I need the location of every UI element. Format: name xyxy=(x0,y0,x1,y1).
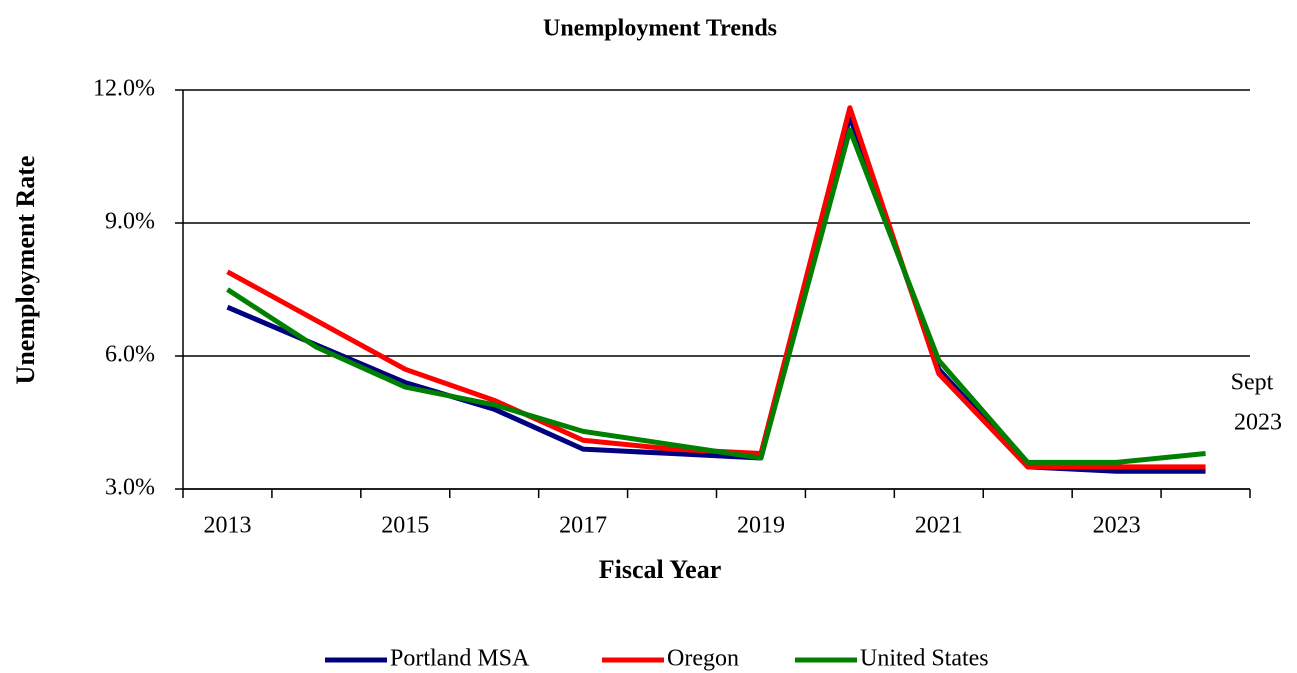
x-tick-label: 2019 xyxy=(737,513,785,539)
y-axis-label: Unemployment Rate xyxy=(11,156,40,385)
x-tick-label: 2013 xyxy=(203,513,251,539)
x-tick-label: 2023 xyxy=(1093,513,1141,539)
y-tick-label: 12.0% xyxy=(93,76,155,102)
series-line xyxy=(226,105,1206,470)
series-line xyxy=(226,114,1206,474)
x-tick-label: 2015 xyxy=(381,513,429,539)
x-tick-label: 2021 xyxy=(915,513,963,539)
y-tick-label: 6.0% xyxy=(105,342,155,368)
annotation: 2023 xyxy=(1234,410,1282,436)
legend-label: Portland MSA xyxy=(390,646,530,672)
x-axis-label: Fiscal Year xyxy=(599,555,722,584)
legend-label: United States xyxy=(860,646,989,672)
annotation: Sept xyxy=(1231,370,1274,396)
y-tick-label: 3.0% xyxy=(105,475,155,501)
legend-label: Oregon xyxy=(667,646,739,672)
y-tick-label: 9.0% xyxy=(105,209,155,235)
series-line xyxy=(226,127,1206,465)
chart-title: Unemployment Trends xyxy=(543,16,777,42)
x-tick-label: 2017 xyxy=(559,513,607,539)
